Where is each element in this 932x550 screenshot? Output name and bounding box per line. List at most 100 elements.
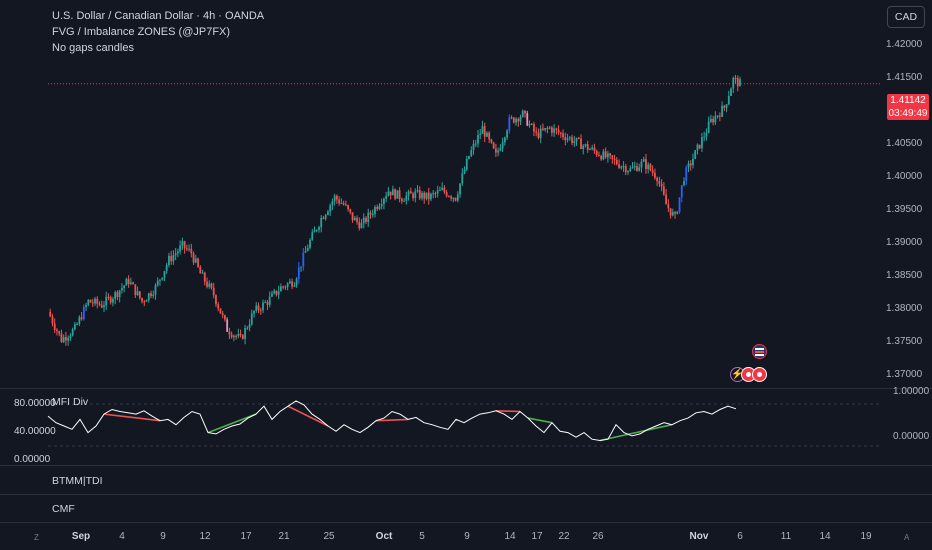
candle-body	[215, 295, 217, 305]
cmf-pane-label[interactable]: CMF	[52, 503, 75, 515]
candle-body	[156, 280, 159, 286]
pane-separator[interactable]	[0, 465, 932, 466]
candle-body	[683, 181, 685, 186]
candle-body	[459, 183, 461, 195]
price-tick-label: 1.38500	[886, 270, 923, 281]
candle-body	[709, 118, 712, 122]
candle-body	[286, 283, 289, 288]
candle-body	[132, 282, 135, 285]
candle-body	[123, 285, 126, 288]
divergence-lines	[103, 405, 673, 442]
candle-body	[718, 115, 721, 117]
candle-body	[501, 142, 504, 149]
candle-body	[649, 164, 652, 171]
a-icon[interactable]: A	[904, 533, 910, 542]
candle-body	[499, 148, 502, 151]
candles-layer	[49, 74, 741, 346]
mfi-right-tick: 0.00000	[893, 431, 930, 442]
candle-body	[138, 291, 141, 298]
flag-icon[interactable]	[752, 344, 767, 359]
candle-body	[656, 177, 659, 182]
candle-body	[707, 121, 710, 133]
candle-body	[481, 126, 484, 134]
pane-separator[interactable]	[0, 388, 932, 389]
candle-body	[600, 155, 603, 160]
candle-body	[671, 212, 674, 216]
candle-body	[347, 205, 349, 210]
candle-body	[553, 128, 556, 133]
candle-body	[486, 132, 488, 137]
candle-body	[147, 293, 150, 301]
candle-body	[636, 166, 638, 171]
candle-body	[318, 227, 320, 230]
candle-body	[665, 194, 667, 205]
candle-body	[651, 170, 654, 173]
candle-body	[168, 255, 170, 266]
mfi-left-tick: 80.00000	[14, 398, 56, 409]
mfi-pane[interactable]	[0, 389, 932, 465]
divergence-line	[599, 423, 673, 442]
candle-body	[273, 290, 276, 294]
divergence-line	[527, 417, 553, 424]
candle-body	[425, 192, 428, 199]
candle-body	[324, 214, 327, 219]
candle-body	[293, 285, 296, 287]
price-tick-label: 1.42000	[886, 39, 923, 50]
candle-body	[441, 187, 444, 190]
pane-separator[interactable]	[0, 494, 932, 495]
candle-body	[98, 303, 101, 305]
pane-separator[interactable]	[0, 522, 932, 523]
candle-body	[118, 290, 121, 297]
candle-body	[109, 297, 112, 303]
date-tick-label: 19	[860, 531, 872, 542]
candle-body	[300, 266, 302, 268]
indicator-nogaps-label[interactable]: No gaps candles	[52, 42, 134, 54]
candle-body	[568, 137, 571, 139]
candle-body	[692, 158, 694, 166]
candle-body	[586, 144, 589, 150]
mfi-series-line	[47, 400, 737, 442]
date-tick-label: 5	[419, 531, 425, 542]
candle-body	[667, 204, 670, 209]
candle-body	[304, 251, 307, 253]
candle-body	[595, 150, 598, 156]
candle-body	[136, 291, 139, 296]
candle-body	[262, 302, 264, 311]
candle-body	[174, 253, 177, 256]
candle-body	[443, 187, 446, 192]
candle-body	[622, 166, 625, 168]
candle-body	[676, 212, 679, 214]
candle-body	[349, 209, 352, 213]
z-icon[interactable]: Z	[34, 533, 39, 542]
candle-body	[624, 166, 627, 173]
candle-body	[374, 206, 376, 214]
candle-body	[611, 155, 614, 159]
currency-button[interactable]: CAD	[887, 6, 925, 28]
price-tick-label: 1.41500	[886, 72, 923, 83]
candle-body	[456, 194, 459, 201]
mfi-pane-label[interactable]: MFI Div	[52, 396, 89, 408]
candle-body	[736, 78, 739, 87]
candle-body	[219, 308, 222, 314]
candle-body	[701, 137, 703, 149]
price-chart[interactable]	[0, 0, 932, 388]
candle-body	[400, 198, 403, 202]
candle-body	[217, 304, 220, 309]
indicator-fvg-label[interactable]: FVG / Imbalance ZONES (@JP7FX)	[52, 26, 231, 38]
date-tick-label: 9	[160, 531, 166, 542]
candle-body	[557, 129, 560, 133]
candle-body	[645, 159, 647, 169]
btmm-pane-label[interactable]: BTMM|TDI	[52, 475, 103, 487]
event-icon[interactable]	[752, 367, 767, 382]
candle-body	[571, 137, 573, 143]
candle-body	[678, 197, 681, 213]
candle-body	[275, 290, 278, 295]
candle-body	[564, 137, 567, 141]
candle-body	[577, 137, 580, 139]
mfi-left-tick: 0.00000	[14, 454, 51, 465]
candle-body	[80, 317, 83, 320]
candle-body	[432, 193, 435, 195]
candle-body	[483, 126, 486, 137]
candle-body	[490, 139, 493, 143]
candle-body	[306, 247, 309, 252]
